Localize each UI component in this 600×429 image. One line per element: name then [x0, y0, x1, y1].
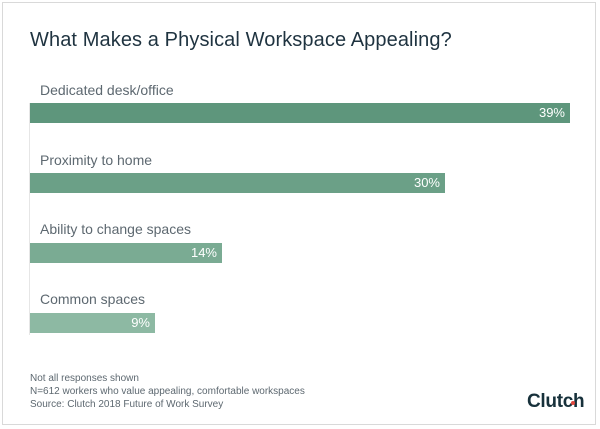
footer-notes: Not all responses shown N=612 workers wh… — [30, 372, 305, 411]
bar-value: 39% — [538, 105, 565, 120]
chart-title: What Makes a Physical Workspace Appealin… — [30, 29, 452, 51]
bar-proximity-to-home: 30% — [30, 173, 445, 193]
chart-frame — [2, 2, 596, 425]
bar-change-spaces: 14% — [30, 243, 222, 263]
bar-dedicated-desk: 39% — [30, 103, 570, 123]
bar-label: Common spaces — [40, 291, 146, 307]
bar-value: 14% — [190, 245, 217, 260]
bar-label: Dedicated desk/office — [40, 82, 174, 98]
logo-dot-icon — [571, 401, 575, 405]
y-axis-line — [29, 103, 30, 335]
footer-source: Source: Clutch 2018 Future of Work Surve… — [30, 399, 224, 410]
clutch-logo: Clutch — [527, 391, 585, 413]
bar-common-spaces: 9% — [30, 313, 155, 333]
footer-note: Not all responses shown — [30, 373, 139, 384]
logo-text: Clutch — [527, 391, 585, 412]
bar-label: Ability to change spaces — [40, 221, 191, 237]
bar-value: 9% — [131, 315, 150, 330]
footer-sample: N=612 workers who value appealing, comfo… — [30, 386, 305, 397]
bar-value: 30% — [413, 175, 440, 190]
bar-label: Proximity to home — [40, 152, 153, 168]
